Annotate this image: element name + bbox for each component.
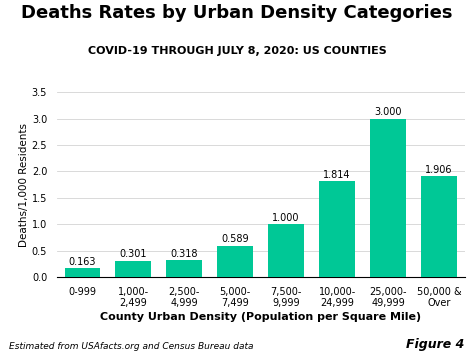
Text: 0.301: 0.301	[119, 250, 147, 260]
Text: Estimated from USAfacts.org and Census Bureau data: Estimated from USAfacts.org and Census B…	[9, 343, 254, 351]
Text: Deaths Rates by Urban Density Categories: Deaths Rates by Urban Density Categories	[21, 4, 453, 22]
Text: 3.000: 3.000	[374, 107, 402, 117]
Bar	[218, 246, 253, 277]
Bar	[268, 224, 304, 277]
X-axis label: County Urban Density (Population per Square Mile): County Urban Density (Population per Squ…	[100, 312, 421, 322]
Bar	[421, 176, 457, 277]
Text: Figure 4: Figure 4	[406, 338, 465, 351]
Bar	[319, 181, 355, 277]
Text: COVID-19 THROUGH JULY 8, 2020: US COUNTIES: COVID-19 THROUGH JULY 8, 2020: US COUNTI…	[88, 46, 386, 56]
Bar	[64, 268, 100, 277]
Y-axis label: Deaths/1,000 Residents: Deaths/1,000 Residents	[19, 122, 29, 247]
Text: 1.814: 1.814	[323, 170, 351, 180]
Text: 1.000: 1.000	[273, 213, 300, 223]
Text: 1.906: 1.906	[425, 165, 453, 175]
Bar	[370, 119, 406, 277]
Text: 0.163: 0.163	[69, 257, 96, 267]
Bar	[116, 261, 151, 277]
Text: 0.589: 0.589	[221, 234, 249, 244]
Text: 0.318: 0.318	[171, 248, 198, 258]
Bar	[166, 260, 202, 277]
